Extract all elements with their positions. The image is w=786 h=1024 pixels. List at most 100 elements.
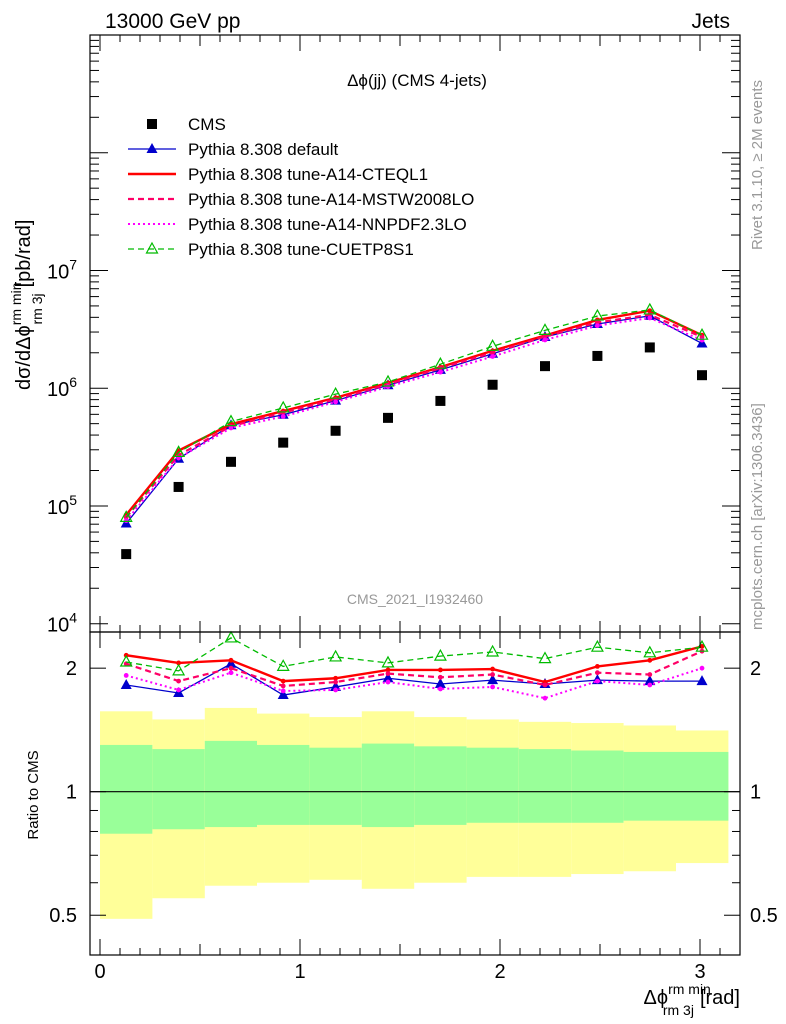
uncertainty-band-inner bbox=[676, 751, 729, 821]
uncertainty-band-inner bbox=[414, 746, 467, 825]
legend-marker-cuetp bbox=[145, 241, 159, 254]
header-left: 13000 GeV pp bbox=[105, 10, 240, 33]
ratio-point-cuetp bbox=[329, 649, 343, 662]
ratio-panel: 0.5 0.5 1 1 2 2 0 1 2 3 bbox=[49, 630, 778, 983]
ratio-point-cuetp bbox=[643, 645, 657, 658]
ratio-point-cuetp bbox=[486, 644, 500, 657]
main-point-nnpdf bbox=[438, 369, 443, 375]
ratio-point-default bbox=[330, 680, 342, 691]
cms-data-point bbox=[540, 361, 550, 372]
ratio-point-nnpdf bbox=[176, 687, 182, 693]
ratio-y-tick-label: 1 bbox=[66, 782, 77, 804]
mcplots-label: mcplots.cern.ch [arXiv:1306.3436] bbox=[749, 403, 766, 630]
main-point-nnpdf bbox=[385, 384, 391, 390]
ratio-point-cteql1 bbox=[333, 675, 338, 681]
main-point-nnpdf bbox=[123, 518, 129, 524]
legend-marker-cms bbox=[147, 119, 157, 129]
main-point-cuetp bbox=[538, 323, 552, 335]
ratio-point-nnpdf bbox=[333, 687, 338, 693]
cms-data-point bbox=[644, 342, 655, 353]
cms-data-point bbox=[278, 437, 289, 448]
main-point-cuetp bbox=[433, 356, 447, 369]
ratio-y-tick-label: 2 bbox=[66, 658, 77, 680]
ratio-point-mstw bbox=[385, 671, 391, 676]
main-y-tick-label: 104 bbox=[47, 610, 77, 637]
legend-marker-default bbox=[146, 143, 158, 153]
main-series-line-mstw bbox=[125, 313, 703, 519]
uncertainty-band-inner bbox=[257, 744, 310, 825]
ratio-point-cuetp bbox=[433, 648, 447, 661]
uncertainty-band-inner bbox=[309, 747, 362, 825]
main-point-nnpdf bbox=[595, 323, 600, 329]
legend-label-cms: CMS bbox=[188, 115, 226, 134]
main-y-tick-label: 107 bbox=[47, 256, 77, 283]
main-point-cuetp bbox=[381, 374, 395, 387]
main-series-line-cuetp bbox=[125, 309, 703, 518]
main-point-cuetp bbox=[172, 445, 186, 457]
ratio-point-default bbox=[120, 678, 132, 689]
ratio-point-default bbox=[382, 672, 394, 683]
ratio-y-tick-label-right: 1 bbox=[750, 782, 761, 804]
ratio-point-default bbox=[696, 675, 708, 686]
x-tick-label: 3 bbox=[694, 961, 705, 983]
ratio-point-mstw bbox=[490, 672, 495, 677]
ratio-point-default bbox=[434, 677, 446, 688]
ratio-point-mstw bbox=[438, 674, 443, 680]
ratio-point-cteql1 bbox=[595, 663, 600, 669]
ratio-series-line-mstw bbox=[125, 650, 703, 688]
legend-label-mstw: Pythia 8.308 tune-A14-MSTW2008LO bbox=[188, 190, 474, 209]
main-panel: 104 105 106 107 bbox=[47, 34, 741, 637]
cms-data-point bbox=[330, 425, 341, 436]
x-tick-label: 0 bbox=[94, 961, 105, 983]
legend-label-cteql1: Pythia 8.308 tune-A14-CTEQL1 bbox=[188, 165, 428, 184]
main-point-cuetp bbox=[329, 386, 343, 399]
uncertainty-band-inner bbox=[204, 740, 257, 828]
main-point-mstw bbox=[490, 350, 495, 356]
ratio-series-line-nnpdf bbox=[125, 667, 703, 700]
ratio-point-nnpdf bbox=[438, 686, 443, 692]
ratio-point-nnpdf bbox=[385, 679, 391, 685]
main-point-nnpdf bbox=[699, 337, 705, 343]
main-point-nnpdf bbox=[333, 399, 338, 405]
ratio-point-mstw bbox=[280, 683, 286, 689]
ratio-y-tick-label-right: 2 bbox=[750, 658, 761, 680]
ratio-point-default bbox=[225, 657, 237, 668]
ratio-point-mstw bbox=[595, 670, 600, 676]
ratio-point-default bbox=[487, 674, 499, 685]
header-right: Jets bbox=[691, 10, 730, 33]
main-y-tick-label: 105 bbox=[47, 492, 77, 519]
ratio-point-nnpdf bbox=[647, 682, 653, 688]
uncertainty-band-inner bbox=[518, 749, 572, 823]
ratio-point-mstw bbox=[333, 679, 338, 685]
main-point-nnpdf bbox=[647, 315, 653, 321]
ratio-y-tick-label-right: 0.5 bbox=[750, 905, 778, 927]
ratio-point-nnpdf bbox=[123, 673, 129, 678]
main-point-cuetp bbox=[119, 510, 133, 522]
ratio-point-default bbox=[277, 689, 289, 700]
cms-data-point bbox=[487, 379, 498, 390]
main-point-cteql1 bbox=[647, 308, 653, 314]
uncertainty-band-inner bbox=[100, 744, 153, 834]
ratio-point-cuetp bbox=[119, 654, 133, 667]
main-point-cuetp bbox=[695, 327, 709, 340]
cms-data-point bbox=[592, 350, 603, 361]
ratio-series-line-default bbox=[126, 663, 702, 696]
cms-data-point bbox=[383, 412, 393, 423]
main-point-cuetp bbox=[643, 302, 657, 315]
ratio-point-nnpdf bbox=[699, 665, 705, 671]
legend-label-nnpdf: Pythia 8.308 tune-A14-NNPDF2.3LO bbox=[188, 215, 467, 234]
uncertainty-band-inner bbox=[152, 749, 205, 830]
cms-data-point bbox=[435, 395, 446, 406]
ratio-y-axis-label: Ratio to CMS bbox=[25, 750, 42, 839]
main-point-nnpdf bbox=[228, 425, 234, 431]
cms-data-point bbox=[173, 481, 184, 492]
main-series-line-cteql1 bbox=[125, 309, 703, 516]
ratio-series-line-cteql1 bbox=[126, 645, 703, 684]
main-point-cuetp bbox=[590, 308, 604, 321]
x-axis-label: Δϕrm min rm 3j[rad] bbox=[644, 981, 741, 1018]
ratio-point-cuetp bbox=[224, 630, 238, 643]
ratio-point-mstw bbox=[228, 665, 234, 671]
ratio-point-cteql1 bbox=[438, 667, 443, 673]
main-point-cuetp bbox=[224, 414, 238, 427]
